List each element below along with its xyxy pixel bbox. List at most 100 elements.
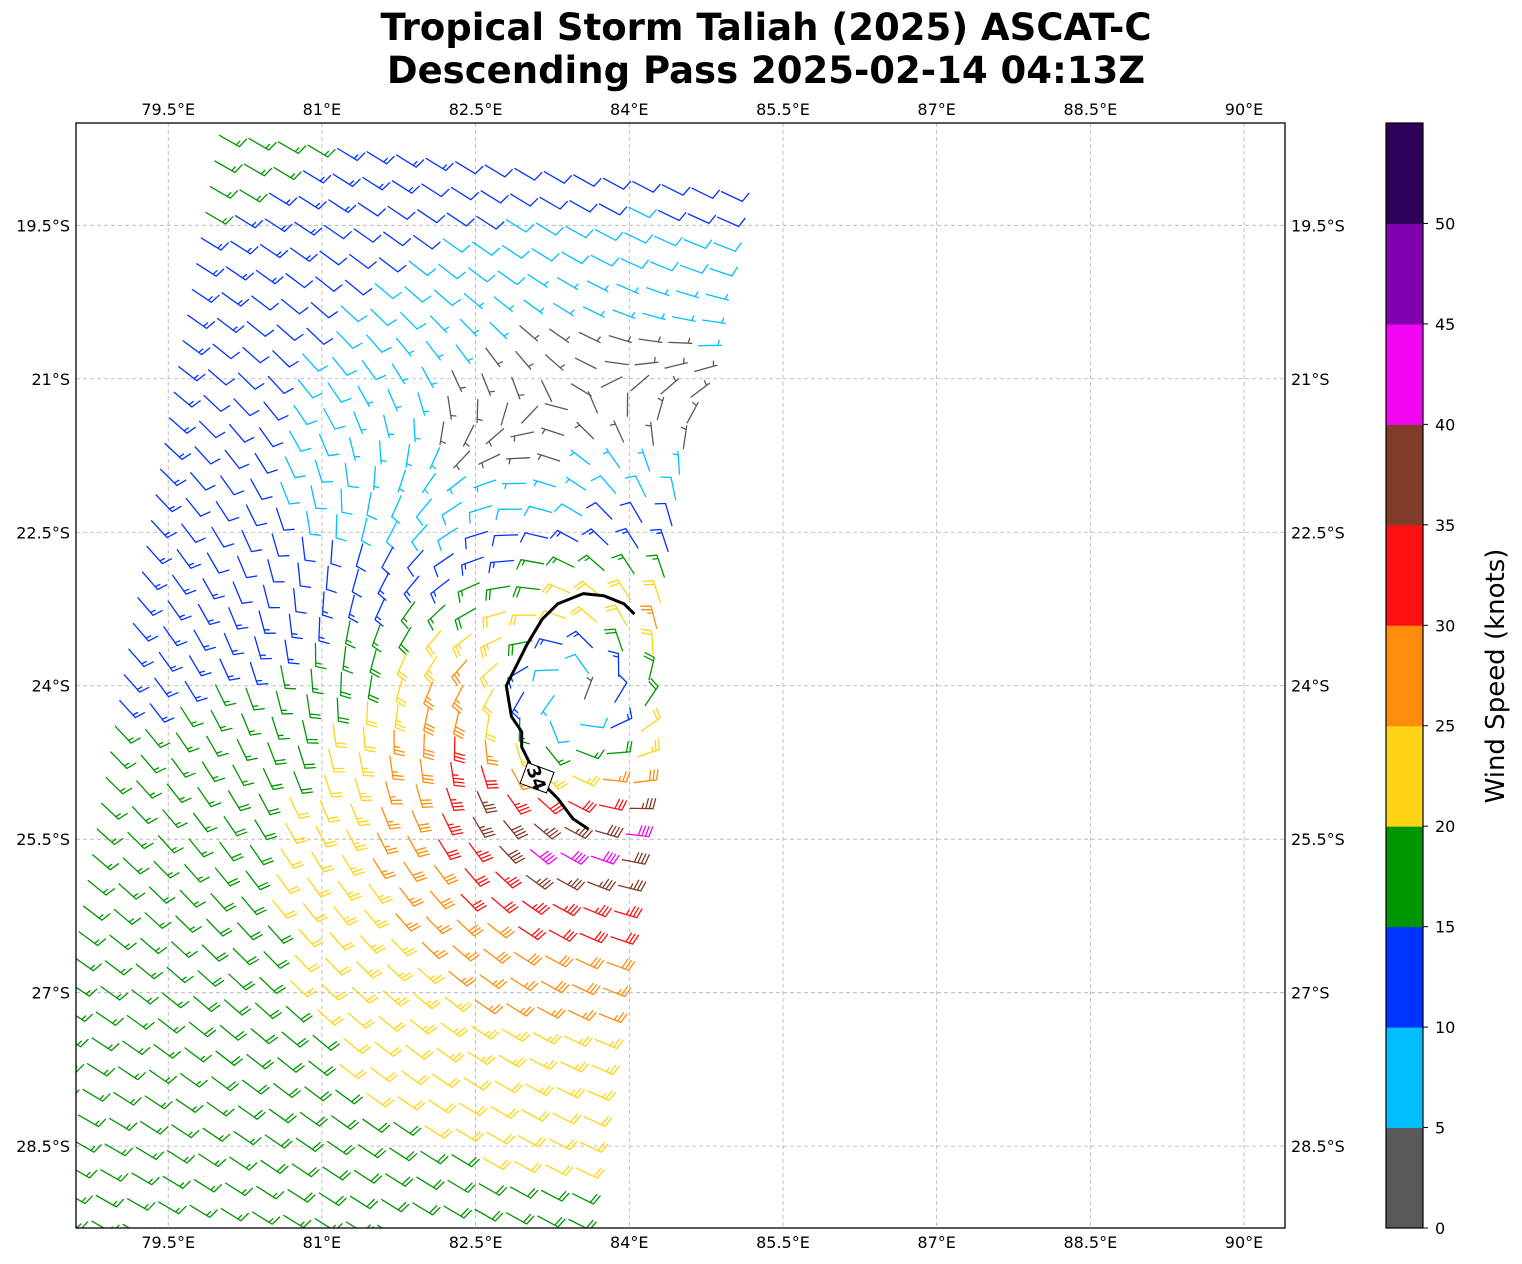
wind-barb (415, 784, 434, 808)
wind-barb (417, 967, 445, 985)
wind-barb (320, 983, 348, 1001)
wind-barb (366, 151, 395, 165)
wind-barb (454, 607, 476, 631)
wind-barb (301, 536, 316, 563)
wind-barb (162, 1175, 191, 1189)
wind-barb (439, 421, 447, 446)
contour-label-box (519, 762, 555, 794)
wind-barb (248, 1238, 275, 1250)
wind-barb (620, 258, 650, 269)
wind-barb (148, 1069, 177, 1085)
wind-barb (447, 395, 457, 420)
wind-barb (237, 372, 265, 390)
wind-barb (366, 700, 378, 728)
wind-barb (645, 554, 665, 578)
wind-barb (201, 944, 229, 962)
wind-barb (211, 1076, 239, 1092)
wind-barb (325, 565, 337, 594)
wind-barb (602, 771, 631, 783)
wind-barb (307, 144, 336, 158)
wind-barb (119, 699, 146, 719)
wind-barb (360, 935, 387, 954)
wind-barb (188, 838, 214, 858)
wind-barb (323, 224, 352, 240)
wind-barb (268, 192, 298, 206)
wind-barb (490, 1106, 519, 1119)
wind-barb (233, 398, 260, 417)
wind-barb (267, 925, 294, 944)
wind-barb (140, 1121, 169, 1135)
wind-barb (461, 556, 484, 576)
wind-barb (96, 828, 124, 846)
wind-barb (236, 922, 263, 941)
wind-barb (193, 629, 216, 651)
wind-barb (690, 380, 711, 398)
wind-barb (438, 263, 466, 280)
colorbar-bin (1386, 524, 1423, 626)
wind-barb (113, 908, 142, 925)
wind-barb (459, 1102, 488, 1117)
wind-barb (362, 726, 376, 753)
wind-barb (509, 614, 537, 626)
wind-barb (78, 931, 107, 947)
wind-barb (606, 958, 636, 971)
wind-barb (451, 659, 468, 687)
wind-barb (396, 652, 408, 682)
wind-barb (643, 652, 655, 681)
wind-barb (463, 292, 485, 310)
wind-barb (135, 1146, 165, 1161)
wind-barb (557, 277, 579, 291)
wind-barb (349, 1195, 379, 1210)
wind-barb (552, 1112, 582, 1125)
wind-barb (560, 850, 589, 865)
wind-barb (336, 331, 363, 349)
wind-barb (442, 238, 471, 253)
wind-barb (701, 317, 726, 325)
wind-barb (509, 1186, 539, 1199)
wind-barb (501, 244, 530, 259)
wind-barb (378, 440, 387, 465)
wind-barb (82, 905, 111, 921)
wind-barb (475, 999, 504, 1015)
wind-barb (405, 443, 413, 468)
wind-barb (345, 1221, 374, 1228)
wind-barb (482, 611, 507, 629)
wind-barb (464, 868, 491, 887)
wind-barb (271, 533, 290, 557)
wind-barb (196, 263, 225, 277)
wind-barb (219, 841, 244, 862)
y-tick-label-left: 19.5°S (16, 216, 70, 235)
wind-barb (323, 774, 343, 798)
wind-barb (554, 503, 583, 517)
wind-barb (640, 605, 658, 630)
wind-barb (408, 1227, 410, 1228)
wind-barb (163, 626, 188, 647)
wind-barb (191, 288, 220, 303)
wind-barb (288, 430, 312, 452)
wind-barb (364, 909, 390, 929)
wind-barb (421, 183, 450, 198)
y-tick-label-left: 28.5°S (16, 1137, 70, 1156)
colorbar-bin (1386, 926, 1423, 1028)
wind-barb (353, 411, 367, 435)
wind-barb (511, 691, 525, 720)
wind-barb (176, 549, 202, 569)
wind-barb (100, 985, 129, 1001)
wind-barb (280, 848, 305, 869)
wind-barb (427, 604, 446, 631)
wind-barb (697, 339, 723, 347)
wind-barb (462, 424, 475, 447)
wind-barb (110, 751, 137, 770)
wind-barb (207, 369, 236, 386)
wind-barb (579, 717, 608, 729)
wind-barb (280, 481, 301, 505)
wind-barb (455, 1128, 484, 1142)
wind-barb (361, 360, 387, 381)
x-tick-label-bottom: 88.5°E (1063, 1233, 1117, 1252)
wind-barb (387, 205, 416, 220)
wind-barb (568, 1218, 597, 1228)
wind-barb (615, 527, 639, 549)
wind-barb (604, 604, 628, 626)
wind-barb (228, 423, 255, 443)
wind-barb (529, 1058, 558, 1071)
